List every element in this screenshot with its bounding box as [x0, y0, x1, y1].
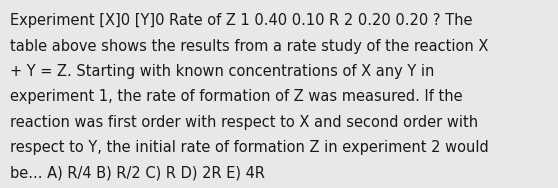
Text: + Y = Z. Starting with known concentrations of X any Y in: + Y = Z. Starting with known concentrati…	[10, 64, 435, 79]
Text: table above shows the results from a rate study of the reaction X: table above shows the results from a rat…	[10, 39, 488, 54]
Text: be... A) R/4 B) R/2 C) R D) 2R E) 4R: be... A) R/4 B) R/2 C) R D) 2R E) 4R	[10, 165, 265, 180]
Text: Experiment [X]0 [Y]0 Rate of Z 1 0.40 0.10 R 2 0.20 0.20 ? The: Experiment [X]0 [Y]0 Rate of Z 1 0.40 0.…	[10, 13, 473, 28]
Text: experiment 1, the rate of formation of Z was measured. If the: experiment 1, the rate of formation of Z…	[10, 89, 463, 104]
Text: respect to Y, the initial rate of formation Z in experiment 2 would: respect to Y, the initial rate of format…	[10, 140, 489, 155]
Text: reaction was first order with respect to X and second order with: reaction was first order with respect to…	[10, 115, 478, 130]
